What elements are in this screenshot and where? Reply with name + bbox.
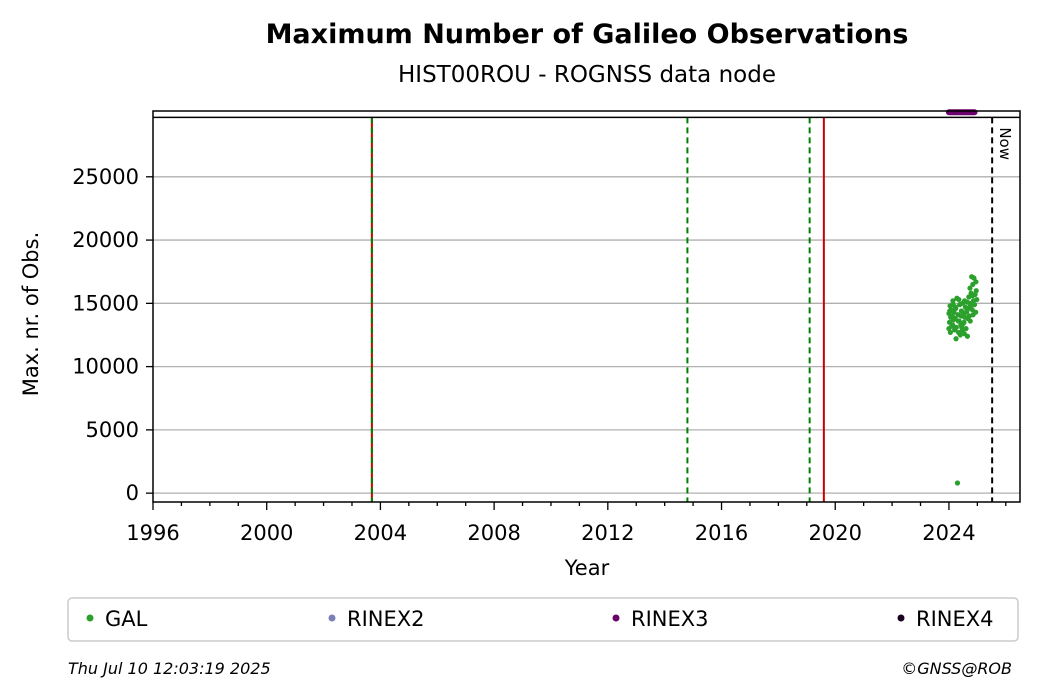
point-gal-37: [967, 285, 973, 291]
timestamp: Thu Jul 10 12:03:19 2025: [68, 659, 271, 678]
y-axis-label: Max. nr. of Obs.: [19, 232, 43, 397]
x-tick-label-5: 2016: [695, 521, 748, 545]
y-tick-label-4: 20000: [72, 228, 139, 252]
point-gal-62: [950, 322, 956, 328]
grid: [153, 176, 1020, 494]
legend-marker-rinex2: [328, 614, 336, 622]
point-gal-51: [947, 329, 953, 336]
x-tick-label-7: 2024: [922, 521, 975, 545]
y-tick-label-5: 25000: [72, 165, 139, 189]
legend-label-rinex4: RINEX4: [916, 607, 994, 631]
point-gal-65: [958, 313, 964, 319]
point-gal-64: [955, 318, 961, 324]
point-gal-58: [967, 318, 973, 324]
y-tick-label-1: 5000: [86, 418, 139, 442]
point-gal-68: [967, 300, 973, 306]
point-gal-60: [973, 279, 979, 285]
point-gal-30: [963, 326, 969, 332]
x-tick-label-2: 2004: [354, 521, 407, 545]
point-gal-15: [954, 480, 961, 486]
x-tick-label-1: 2000: [240, 521, 293, 545]
x-tick-label-0: 1996: [126, 521, 179, 545]
point-gal-48: [973, 288, 979, 294]
point-gal-63: [952, 304, 959, 310]
y-tick-label-3: 15000: [72, 291, 139, 315]
x-tick-label-6: 2020: [809, 521, 862, 545]
point-gal-67: [964, 308, 970, 314]
point-gal-57: [964, 333, 971, 339]
legend: GAL RINEX2 RINEX3 RINEX4: [67, 597, 1019, 642]
point-gal-61: [947, 308, 953, 314]
point-gal-7: [950, 298, 956, 304]
legend-marker-rinex3: [612, 614, 620, 622]
point-gal-66: [961, 319, 967, 325]
point-gal-59: [970, 312, 976, 318]
point-gal-53: [953, 336, 959, 342]
point-gal-13: [953, 324, 959, 330]
x-axis-label: Year: [564, 556, 610, 580]
chart-title: Maximum Number of Galileo Observations: [266, 19, 909, 50]
legend-box: [67, 597, 1019, 642]
legend-label-rinex3: RINEX3: [631, 607, 709, 631]
point-gal-45: [971, 302, 978, 308]
point-gal-69: [969, 293, 976, 299]
plot-frame: [152, 110, 1021, 503]
point-gal-54: [956, 296, 962, 303]
legend-marker-rinex4: [897, 614, 905, 622]
data-points: [945, 109, 980, 486]
chart-subtitle: HIST00ROU - ROGNSS data node: [398, 62, 776, 88]
point-gal-55: [959, 324, 965, 330]
legend-label-gal: GAL: [105, 607, 148, 631]
event-lines: Now: [370, 117, 1014, 502]
x-axis-ticks: 1996 2000 2004 2008 2012 2016 2020 2024: [126, 502, 1007, 545]
x-tick-label-4: 2012: [581, 521, 634, 545]
y-axis-ticks: 0 5000 10000 15000 20000 25000: [72, 165, 153, 505]
legend-marker-gal: [86, 614, 94, 622]
point-gal-56: [961, 298, 968, 304]
y-tick-label-0: 0: [126, 481, 139, 505]
credit: ©GNSS@ROB: [901, 659, 1012, 678]
y-tick-label-2: 10000: [72, 355, 139, 379]
x-tick-label-3: 2008: [467, 521, 520, 545]
point-gal-49: [974, 296, 980, 303]
legend-label-rinex2: RINEX2: [347, 607, 425, 631]
now-label: Now: [996, 127, 1014, 160]
